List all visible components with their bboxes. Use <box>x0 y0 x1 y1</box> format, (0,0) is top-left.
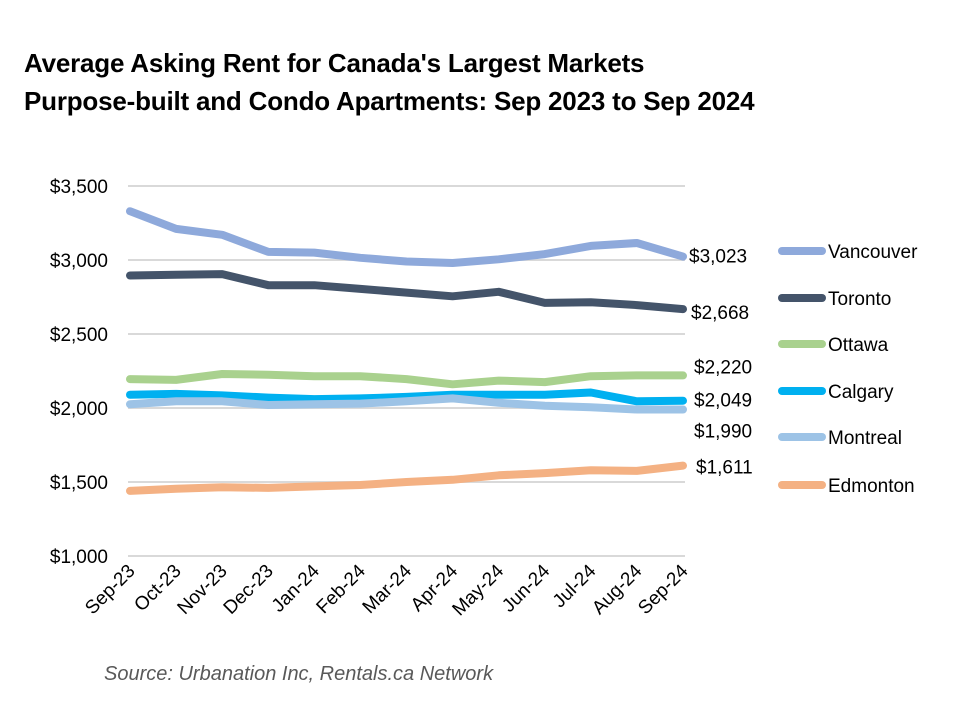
chart-subtitle: Purpose-built and Condo Apartments: Sep … <box>24 86 755 116</box>
series-line-ottawa <box>126 370 687 389</box>
legend-item-ottawa: Ottawa <box>778 335 889 356</box>
y-tick-label: $3,500 <box>50 177 108 198</box>
chart-title-block: Average Asking Rent for Canada's Largest… <box>24 44 755 120</box>
data-label-calgary: $2,049 <box>694 391 752 412</box>
legend-item-calgary: Calgary <box>778 382 894 403</box>
y-tick-label: $2,500 <box>50 325 108 346</box>
y-tick-label: $1,500 <box>50 473 108 494</box>
x-tick-label: Sep-23 <box>81 561 139 619</box>
x-tick-label: Nov-23 <box>174 561 232 619</box>
legend-item-montreal: Montreal <box>778 428 902 449</box>
data-label-toronto: $2,668 <box>691 303 749 324</box>
data-label-montreal: $1,990 <box>694 421 752 442</box>
y-tick-label: $1,000 <box>50 547 108 568</box>
legend-item-toronto: Toronto <box>778 289 891 310</box>
legend-item-edmonton: Edmonton <box>778 476 915 497</box>
legend-item-vancouver: Vancouver <box>778 242 918 263</box>
y-tick-label: $3,000 <box>50 251 108 272</box>
series-line-toronto <box>126 270 687 314</box>
series-line-calgary <box>126 388 687 406</box>
x-tick-label: Jan-24 <box>268 560 324 616</box>
legend-label: Edmonton <box>828 476 915 497</box>
series-line-montreal <box>126 394 687 414</box>
x-tick-label: Aug-24 <box>588 560 646 618</box>
data-label-vancouver: $3,023 <box>689 247 747 268</box>
legend-label: Ottawa <box>828 335 889 356</box>
y-tick-label: $2,000 <box>50 399 108 420</box>
x-tick-label: Sep-24 <box>634 560 692 618</box>
x-tick-label: Jun-24 <box>498 560 554 616</box>
chart-title: Average Asking Rent for Canada's Largest… <box>24 48 645 78</box>
x-tick-label: Feb-24 <box>313 560 371 618</box>
legend-label: Calgary <box>828 382 894 403</box>
series-line-vancouver <box>126 207 687 267</box>
end-labels: $3,023 $2,668 $2,220 $2,049 $1,990 $1,611 <box>689 247 753 479</box>
data-label-ottawa: $2,220 <box>694 357 752 378</box>
series-lines <box>126 207 687 495</box>
source-note: Source: Urbanation Inc, Rentals.ca Netwo… <box>104 663 494 685</box>
y-axis: $1,000 $1,500 $2,000 $2,500 $3,000 $3,500 <box>50 177 108 568</box>
x-tick-label: May-24 <box>449 560 509 620</box>
x-axis: Sep-23Oct-23Nov-23Dec-23Jan-24Feb-24Mar-… <box>81 560 692 620</box>
data-label-edmonton: $1,611 <box>696 458 753 479</box>
legend-label: Toronto <box>828 289 891 310</box>
legend-label: Montreal <box>828 428 902 449</box>
x-tick-label: Mar-24 <box>359 560 417 618</box>
series-line-edmonton <box>126 461 687 495</box>
legend-label: Vancouver <box>828 242 918 263</box>
x-tick-label: Dec-23 <box>220 561 278 619</box>
legend: Vancouver Toronto Ottawa Calgary Montreal Edm… <box>778 242 918 497</box>
